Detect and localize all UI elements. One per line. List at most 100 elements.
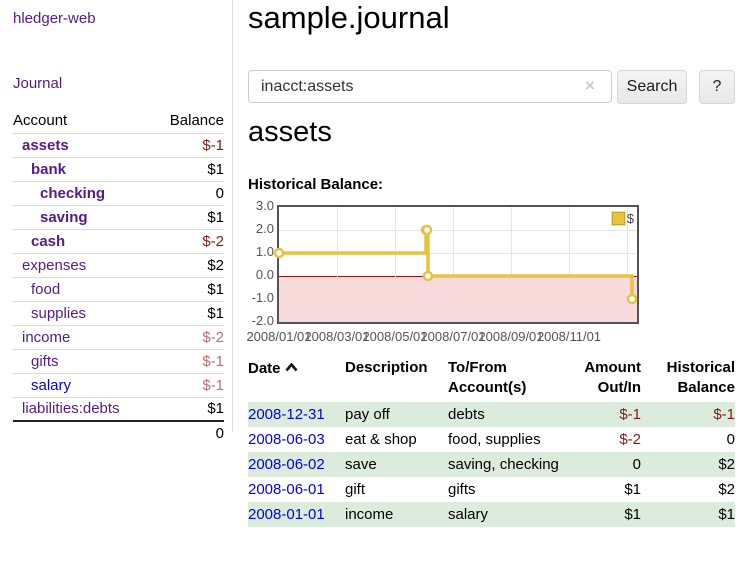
transaction-row: 2008-06-01 gift gifts $1 $2 — [248, 477, 735, 502]
x-tick-label: 2008/11/01 — [536, 329, 602, 344]
transaction-description: eat & shop — [345, 431, 417, 448]
chart-plot-area: $ — [273, 205, 639, 324]
x-tick-label: 2008/05/01 — [362, 329, 428, 344]
transaction-date-link[interactable]: 2008-01-01 — [248, 506, 325, 523]
balance-column-header: Historical Balance — [666, 359, 735, 396]
account-balance: $-1 — [152, 349, 224, 374]
account-row-income: income $-2 — [13, 325, 224, 350]
transaction-description: pay off — [345, 406, 390, 423]
account-row-checking: checking 0 — [13, 181, 224, 206]
y-tick-label: -2.0 — [251, 313, 274, 328]
account-link-cash[interactable]: cash — [31, 232, 66, 250]
transaction-accounts: saving, checking — [448, 456, 559, 473]
chart-heading: Historical Balance: — [248, 176, 384, 193]
transaction-date-link[interactable]: 2008-06-02 — [248, 456, 325, 473]
account-balance: $1 — [152, 301, 224, 326]
account-link-gifts[interactable]: gifts — [31, 352, 59, 370]
x-tick-label: 2008/01/01 — [246, 329, 312, 344]
account-link-checking[interactable]: checking — [40, 184, 106, 202]
balance-series-line — [273, 224, 638, 305]
transaction-balance: $2 — [718, 481, 735, 498]
sort-ascending-icon — [285, 358, 298, 378]
account-row-bank: bank $1 — [13, 157, 224, 182]
account-link-bank[interactable]: bank — [31, 160, 67, 178]
page-title: sample.journal — [248, 0, 450, 35]
transaction-amount: 0 — [632, 456, 641, 473]
transaction-balance: $1 — [718, 506, 735, 523]
app-title: hledger-web — [13, 10, 224, 28]
account-row-saving: saving $1 — [13, 205, 224, 230]
search-input[interactable] — [248, 70, 612, 103]
accounts-total-row: 0 — [13, 420, 224, 445]
transaction-date-link[interactable]: 2008-06-01 — [248, 481, 325, 498]
transaction-accounts: gifts — [448, 481, 476, 498]
account-link-saving[interactable]: saving — [40, 208, 88, 226]
historical-balance-chart: 3.0 2.0 1.0 0.0 -1.0 -2.0 $ 2008/01/01 2… — [246, 198, 742, 350]
gridline — [453, 207, 454, 322]
account-link-assets[interactable]: assets — [22, 136, 69, 154]
account-balance: $1 — [152, 205, 224, 230]
clear-search-icon[interactable]: × — [585, 76, 595, 95]
account-link-liabilities-debts[interactable]: liabilities:debts — [22, 400, 120, 418]
description-column-header: Description — [345, 359, 428, 376]
gridline — [395, 207, 396, 322]
sidebar: hledger-web Journal Account Balance asse… — [0, 0, 233, 445]
legend-label: $ — [626, 211, 634, 226]
search-form: × Search ? — [248, 70, 742, 104]
account-row-supplies: supplies $1 — [13, 301, 224, 326]
account-row-expenses: expenses $2 — [13, 253, 224, 278]
accounts-header-row: Account Balance — [13, 109, 224, 134]
y-tick-label: 0.0 — [255, 267, 274, 282]
transaction-amount: $-1 — [619, 406, 641, 423]
y-tick-label: 2.0 — [255, 221, 274, 236]
account-balance: 0 — [152, 181, 224, 206]
register-table: Date Description To/From Account(s) Amou… — [248, 356, 735, 527]
account-row-assets: assets $-1 — [13, 133, 224, 158]
transaction-date-link[interactable]: 2008-12-31 — [248, 406, 325, 423]
transaction-date-link[interactable]: 2008-06-03 — [248, 431, 325, 448]
account-balance: $-2 — [152, 229, 224, 254]
account-balance: $1 — [152, 277, 224, 302]
account-row-liabilities-debts: liabilities:debts $1 — [13, 397, 224, 422]
gridline — [279, 230, 637, 231]
transaction-description: save — [345, 456, 377, 473]
transaction-amount: $1 — [624, 506, 641, 523]
account-row-salary: salary $-1 — [13, 373, 224, 398]
help-button[interactable]: ? — [699, 70, 735, 104]
y-tick-label: 3.0 — [255, 198, 274, 213]
transaction-balance: 0 — [726, 431, 735, 448]
account-link-income[interactable]: income — [22, 328, 71, 346]
account-balance: $-1 — [152, 133, 224, 158]
transaction-balance: $-1 — [713, 406, 735, 423]
gridline — [511, 207, 512, 322]
account-row-cash: cash $-2 — [13, 229, 224, 254]
account-column-header: Account — [13, 109, 153, 134]
transaction-row: 2008-06-02 save saving, checking 0 $2 — [248, 452, 735, 477]
x-tick-label: 2008/09/01 — [478, 329, 544, 344]
transaction-description: income — [345, 506, 394, 523]
sidebar-item-journal[interactable]: Journal — [13, 75, 63, 92]
accounts-column-header: To/From Account(s) — [448, 359, 527, 396]
x-tick-label: 2008/03/01 — [304, 329, 370, 344]
account-balance: $-1 — [152, 373, 224, 398]
main-content: sample.journal × Search ? assets Histori… — [246, 0, 742, 582]
account-link-salary[interactable]: salary — [31, 376, 72, 394]
transaction-balance: $2 — [718, 456, 735, 473]
amount-column-header: Amount Out/In — [584, 359, 641, 396]
transaction-amount: $-2 — [619, 431, 641, 448]
legend-swatch — [610, 211, 626, 226]
account-link-supplies[interactable]: supplies — [31, 304, 87, 322]
transaction-row: 2008-12-31 pay off debts $-1 $-1 — [248, 402, 735, 427]
transaction-amount: $1 — [624, 481, 641, 498]
x-tick-label: 2008/07/01 — [420, 329, 486, 344]
app-title-link[interactable]: hledger-web — [13, 10, 96, 27]
search-button[interactable]: Search — [617, 70, 687, 104]
gridline — [279, 253, 637, 254]
date-column-header[interactable]: Date — [248, 356, 345, 402]
gridline — [627, 207, 628, 322]
transaction-accounts: debts — [448, 406, 485, 423]
account-link-food[interactable]: food — [31, 280, 61, 298]
y-tick-label: 1.0 — [255, 244, 274, 259]
account-link-expenses[interactable]: expenses — [22, 256, 87, 274]
transaction-accounts: food, supplies — [448, 431, 541, 448]
